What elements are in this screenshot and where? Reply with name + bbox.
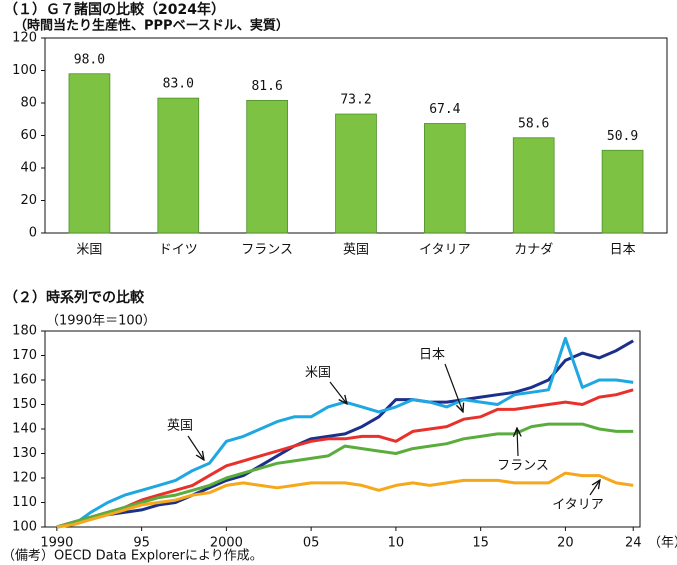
y-tick-label: 80: [20, 96, 37, 111]
x-tick-label: 1990: [40, 536, 73, 551]
x-tick-label: 24: [625, 536, 642, 551]
series-line: [56, 339, 634, 529]
value-label: 73.2: [340, 93, 371, 108]
chart-title: （１）Ｇ７諸国の比較（2024年）: [4, 1, 225, 18]
y-tick-label: 60: [20, 128, 37, 143]
x-axis-label: （年）: [648, 536, 677, 551]
y-tick-label: 170: [12, 348, 37, 363]
value-label: 81.6: [251, 79, 282, 94]
y-tick-label: 150: [12, 397, 37, 412]
y-tick-label: 160: [12, 373, 37, 388]
x-tick-label: フランス: [241, 243, 293, 258]
bar: [424, 123, 466, 234]
bar: [68, 73, 111, 234]
value-label: 58.6: [518, 116, 549, 131]
y-tick-label: 120: [12, 471, 37, 486]
chart-subtitle: （1990年＝100）: [46, 314, 156, 329]
x-tick-label: 米国: [76, 243, 102, 258]
series-line: [56, 471, 634, 529]
series-label: 英国: [167, 419, 193, 434]
x-tick-label: 2000: [210, 536, 243, 551]
bar: [157, 97, 200, 234]
chart-subtitle: （時間当たり生産性、PPPベースドル、実質）: [14, 18, 289, 34]
y-tick-label: 100: [12, 520, 37, 535]
y-tick-label: 180: [12, 324, 37, 339]
y-tick-label: 140: [12, 422, 37, 437]
annotation-arrow: [329, 381, 347, 404]
annotation-arrow: [517, 428, 518, 457]
plot-frame: [44, 330, 641, 528]
x-tick-label: イタリア: [419, 243, 470, 258]
x-tick-label: 日本: [610, 243, 636, 258]
series-label: 日本: [419, 348, 445, 363]
x-tick-label: ドイツ: [159, 243, 198, 258]
value-label: 83.0: [163, 77, 194, 92]
series-line: [56, 422, 634, 529]
value-label: 50.9: [607, 129, 638, 144]
series-label: 米国: [305, 366, 331, 381]
y-tick-label: 20: [20, 193, 37, 208]
series-label: イタリア: [552, 498, 603, 513]
y-tick-label: 120: [12, 31, 37, 46]
y-tick-label: 0: [29, 226, 37, 241]
bar: [246, 100, 288, 234]
series-label: フランス: [497, 459, 549, 474]
series-line: [56, 388, 634, 529]
annotation-arrow: [187, 435, 204, 460]
value-label: 67.4: [429, 102, 460, 117]
chart-title: （２）時系列での比較: [4, 289, 145, 306]
x-tick-label: 05: [303, 536, 320, 551]
x-tick-label: 95: [133, 536, 150, 551]
annotation-arrow: [444, 363, 463, 412]
y-tick-label: 40: [20, 161, 37, 176]
bar: [512, 137, 555, 234]
annotation-arrow: [589, 480, 600, 496]
y-tick-label: 130: [12, 446, 37, 461]
x-tick-label: 英国: [343, 243, 369, 258]
x-tick-label: カナダ: [514, 243, 553, 258]
x-tick-label: 15: [472, 536, 489, 551]
x-tick-label: 20: [557, 536, 574, 551]
footnote: （備考）OECD Data Explorerにより作成。: [2, 549, 263, 564]
value-label: 98.0: [74, 52, 105, 67]
bar: [335, 113, 377, 234]
y-tick-label: 110: [12, 495, 37, 510]
y-tick-label: 100: [12, 63, 37, 78]
x-tick-label: 10: [388, 536, 405, 551]
bar: [601, 149, 644, 234]
